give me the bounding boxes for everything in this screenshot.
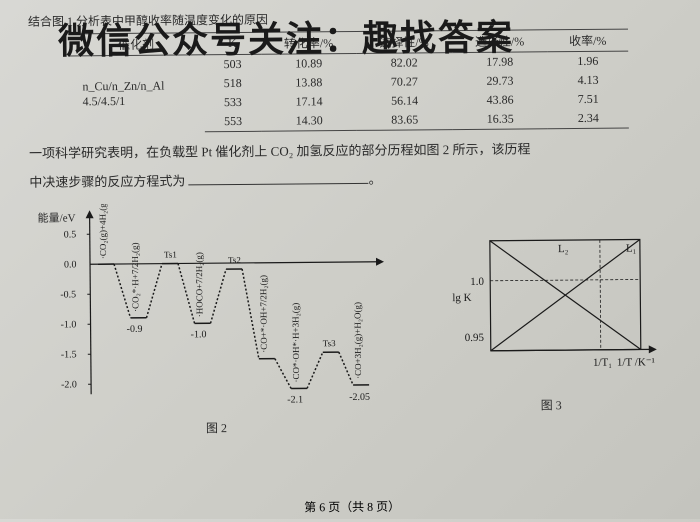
page-content: 结合图 1 分析表中甲醇收率随温度变化的原因 催化剂 K 转化率/% 选择性/%… [0, 0, 700, 445]
page-footer: 第 6 页（共 8 页） [304, 498, 400, 516]
fig3-caption: 图 3 [441, 395, 661, 414]
svg-text:-1.0: -1.0 [191, 329, 207, 340]
paragraph-1: 一项科学研究表明，在负载型 Pt 催化剂上 CO₂ 加氢反应的部分历程如图 2 … [29, 136, 669, 165]
fig2-caption: 图 2 [41, 417, 391, 437]
svg-text:·HOCO+7/2H₂(g): ·HOCO+7/2H₂(g) [194, 252, 205, 317]
svg-text:0.5: 0.5 [64, 229, 77, 240]
figure-2: 能量/eV 0.5 0.0 -0.5 -1.0 -1.5 -2.0 [40, 201, 392, 434]
svg-text:-0.9: -0.9 [127, 324, 143, 335]
fig3-svg: lg K 1.0 0.95 L₂ L₁ 1/T₁ 1/T /K⁻¹ [440, 219, 661, 391]
svg-text:Ts2: Ts2 [228, 255, 241, 265]
paragraph-2: 中决速步骤的反应方程式为 。 [29, 166, 669, 195]
svg-text:Ts3: Ts3 [323, 338, 336, 348]
svg-text:L₂: L₂ [558, 243, 569, 255]
svg-text:-0.5: -0.5 [60, 289, 76, 300]
svg-text:1.0: 1.0 [470, 276, 484, 288]
figure-3: lg K 1.0 0.95 L₂ L₁ 1/T₁ 1/T /K⁻¹ 图 3 [440, 219, 662, 421]
svg-text:-2.0: -2.0 [61, 379, 77, 390]
svg-text:·CO*·OH*·H+3H₂(g): ·CO*·OH*·H+3H₂(g) [290, 303, 301, 383]
svg-text:0.0: 0.0 [64, 259, 77, 270]
svg-text:1/T₁: 1/T₁ [593, 356, 612, 368]
svg-text:0.95: 0.95 [465, 332, 485, 344]
fig2-ylabel: 能量/eV [38, 209, 76, 225]
svg-text:·CO₂(g)+4H₂(g): ·CO₂(g)+4H₂(g) [97, 201, 108, 259]
svg-text:lg K: lg K [452, 292, 471, 304]
svg-text:·CO+*·OH+7/2H₂(g): ·CO+*·OH+7/2H₂(g) [258, 275, 269, 353]
svg-text:Ts1: Ts1 [164, 249, 177, 259]
col-header: 收率/% [547, 29, 628, 52]
svg-text:-1.0: -1.0 [61, 319, 77, 330]
svg-text:1/T /K⁻¹: 1/T /K⁻¹ [617, 356, 655, 368]
svg-text:-2.05: -2.05 [349, 392, 370, 403]
watermark-text: 微信公众号关注：趣找答案 [58, 9, 514, 65]
svg-text:·CO+3H₂(g)+H₂O(g): ·CO+3H₂(g)+H₂O(g) [352, 302, 363, 379]
figures-row: 能量/eV 0.5 0.0 -0.5 -1.0 -1.5 -2.0 [30, 199, 672, 435]
fig2-svg: 0.5 0.0 -0.5 -1.0 -1.5 -2.0 [40, 201, 392, 414]
svg-text:-1.5: -1.5 [61, 349, 77, 360]
row-label-cell: n_Cu/n_Zn/n_Al 4.5/4.5/1 [68, 55, 205, 133]
svg-text:-2.1: -2.1 [287, 394, 303, 405]
svg-text:·CO₂*·H+7/2H₂(g): ·CO₂*·H+7/2H₂(g) [130, 242, 141, 311]
svg-text:L₁: L₁ [626, 242, 637, 254]
answer-blank [188, 170, 368, 186]
